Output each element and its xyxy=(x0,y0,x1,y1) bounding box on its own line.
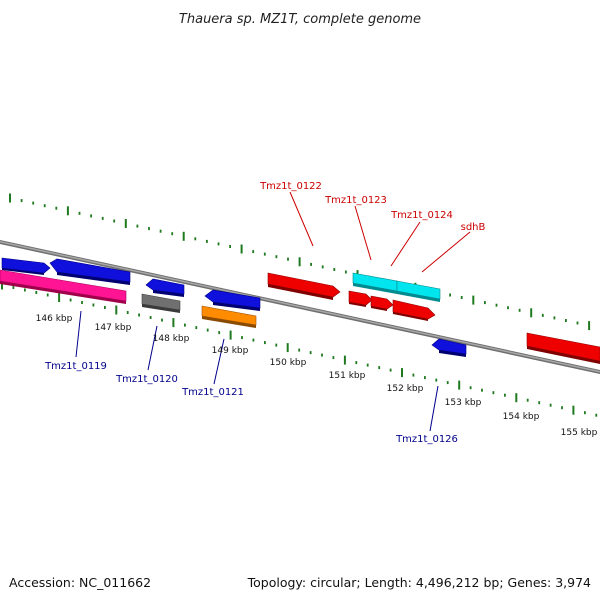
scale-label: 148 kbp xyxy=(153,334,190,344)
scale-label: 146 kbp xyxy=(36,314,73,324)
feature-arrow[interactable] xyxy=(49,258,131,285)
scale-label: 153 kbp xyxy=(445,398,482,408)
feature-arrow-tmz1t-0124[interactable] xyxy=(396,280,441,302)
accession-text: Accession: NC_011662 xyxy=(9,575,151,590)
scale-label: 151 kbp xyxy=(329,371,366,381)
scale-label: 150 kbp xyxy=(270,358,307,368)
page-title: Thauera sp. MZ1T, complete genome xyxy=(179,12,421,27)
feature-arrow-tmz1t-0121[interactable] xyxy=(201,305,257,328)
genome-backbone xyxy=(0,240,600,374)
scale-label: 152 kbp xyxy=(387,384,424,394)
gene-label-tmz1t-0120[interactable]: Tmz1t_0120 xyxy=(115,374,178,385)
gene-labels: Tmz1t_0122 Tmz1t_0123 Tmz1t_0124 sdhB Tm… xyxy=(44,181,485,445)
scale-label: 155 kbp xyxy=(561,428,598,438)
gene-label-tmz1t-0122[interactable]: Tmz1t_0122 xyxy=(259,181,322,192)
scale-label: 154 kbp xyxy=(503,412,540,422)
feature-arrow-tmz1t-0120[interactable] xyxy=(141,293,181,313)
feature-arrow[interactable] xyxy=(145,278,185,297)
scale-labels: 146 kbp 147 kbp 148 kbp 149 kbp 150 kbp … xyxy=(36,314,598,438)
feature-arrow[interactable] xyxy=(267,272,341,300)
gene-label-tmz1t-0119[interactable]: Tmz1t_0119 xyxy=(44,361,107,372)
feature-arrow-tmz1t-0123[interactable] xyxy=(352,272,398,294)
feature-arrow[interactable] xyxy=(526,332,600,364)
gene-label-tmz1t-0124[interactable]: Tmz1t_0124 xyxy=(390,210,453,221)
feature-arrow-tmz1t-0126[interactable] xyxy=(431,338,467,357)
feature-arrow-sdhb[interactable] xyxy=(392,299,436,321)
scale-label: 147 kbp xyxy=(95,323,132,333)
feature-arrow[interactable] xyxy=(370,295,394,311)
gene-label-tmz1t-0126[interactable]: Tmz1t_0126 xyxy=(395,434,458,445)
inner-tick-ring xyxy=(1,280,598,417)
feature-track xyxy=(0,257,600,364)
feature-arrow[interactable] xyxy=(1,257,51,275)
feature-arrow[interactable] xyxy=(204,289,261,311)
feature-arrow-tmz1t-0119[interactable] xyxy=(0,269,127,304)
feature-arrow-tmz1t-0122[interactable] xyxy=(348,290,373,307)
gene-label-tmz1t-0123[interactable]: Tmz1t_0123 xyxy=(324,195,387,206)
scale-label: 149 kbp xyxy=(212,346,249,356)
label-leaders xyxy=(75,191,471,432)
gene-label-sdhb[interactable]: sdhB xyxy=(461,222,486,233)
gene-label-tmz1t-0121[interactable]: Tmz1t_0121 xyxy=(181,387,244,398)
topology-text: Topology: circular; Length: 4,496,212 bp… xyxy=(247,575,591,590)
